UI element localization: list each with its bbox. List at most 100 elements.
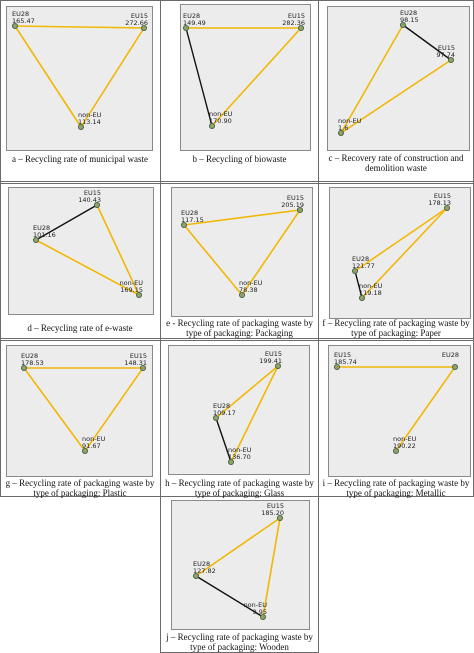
edge-eu28-non-eu (395, 366, 456, 452)
node-non-eu (228, 459, 235, 466)
node-label-eu15: EU15 (130, 352, 147, 360)
node-value-non-eu: 170.90 (209, 117, 232, 125)
node-eu15 (140, 24, 147, 31)
node-non-eu (82, 448, 89, 455)
node-value-eu15: 205.19 (281, 201, 304, 209)
edge-eu15-non-eu (262, 517, 281, 618)
node-eu15 (275, 362, 282, 369)
edge-eu15-non-eu (241, 209, 301, 296)
node-eu28 (180, 222, 187, 229)
node-value-non-eu: 119.18 (359, 289, 382, 297)
node-label-eu28: EU28 (442, 351, 459, 359)
panel-c-plot: EU28 98.15 EU15 97.74 non-EU 1.6 (327, 6, 470, 151)
node-value-eu15: 272.66 (125, 19, 148, 27)
node-value-eu28: 121.77 (352, 262, 375, 270)
panel-i: EU15 185.74 EU28 non-EU 190.22 i – Recycling… (319, 341, 473, 498)
node-eu15 (298, 24, 305, 31)
node-value-eu28: 149.49 (183, 19, 206, 27)
node-value-eu15: 185.74 (334, 358, 357, 366)
panel-e-plot: EU28 117.15 EU15 205.19 non-EU 78.38 (171, 187, 313, 317)
node-value-eu28: 178.53 (21, 359, 44, 367)
node-label-non-eu: non-EU (120, 279, 144, 287)
panel-j-caption: j – Recycling rate of packaging waste by… (166, 632, 313, 652)
node-value-eu15: 199.41 (259, 357, 282, 365)
grid-line (0, 338, 474, 339)
node-non-eu (239, 292, 246, 299)
edge-eu28-non-eu (215, 417, 232, 463)
node-eu15 (277, 514, 284, 521)
node-eu28 (213, 415, 220, 422)
edge-eu28-non-eu (340, 24, 404, 134)
node-label-eu15: EU15 (438, 44, 455, 52)
panel-b-caption: b – Recycling of biowaste (192, 154, 287, 164)
panel-a-caption: a – Recycling rate of municipal waste (12, 154, 148, 164)
edge-eu15-non-eu (211, 27, 302, 127)
edge-eu28-non-eu (195, 575, 264, 618)
panel-f-caption: f – Recycling rate of packaging waste by… (322, 318, 470, 338)
edge-eu28-eu15 (354, 207, 448, 272)
node-value-eu15: 148.31 (124, 359, 147, 367)
edge-eu28-eu15 (195, 517, 281, 577)
node-eu15 (448, 57, 455, 64)
node-label-non-eu: non-EU (244, 601, 268, 609)
edge-eu28-non-eu (183, 224, 243, 296)
node-label-eu15: EU15 (131, 12, 148, 20)
node-value-eu28: 98.15 (400, 16, 419, 24)
panel-d: EU28 101.16 EU15 140.43 non-EU 169.15 d – Rec… (0, 184, 160, 339)
panel-i-plot: EU15 185.74 EU28 non-EU 190.22 (328, 345, 471, 477)
node-label-eu28: EU28 (181, 209, 198, 217)
panel-e: EU28 117.15 EU15 205.19 non-EU 78.38 e - Recy… (161, 184, 318, 339)
node-eu15 (139, 364, 146, 371)
edge-eu15-non-eu (340, 59, 452, 134)
panel-j: EU28 127.82 EU15 185.20 non-EU 9.95 j – Recyc… (161, 497, 318, 653)
node-value-eu15: 178.13 (428, 199, 451, 207)
grid-line (160, 0, 161, 653)
node-eu28 (183, 24, 189, 31)
edge-eu28-non-eu (14, 25, 82, 128)
panel-b-plot: EU28 149.49 EU15 282.36 non-EU 170.90 (180, 4, 311, 151)
node-value-non-eu: 169.15 (120, 286, 143, 294)
node-label-non-eu: non-EU (228, 446, 252, 454)
grid-line (0, 340, 474, 341)
edge-eu15-non-eu (361, 207, 448, 299)
node-non-eu (208, 123, 215, 130)
node-eu15 (94, 201, 101, 208)
panel-c: EU28 98.15 EU15 97.74 non-EU 1.6 c – Recovery… (319, 0, 473, 182)
node-label-eu15: EU15 (265, 350, 282, 358)
grid-line (0, 181, 474, 182)
edge-eu15-non-eu (84, 367, 144, 452)
panel-g: EU28 178.53 EU15 148.31 non-EU 91.67 g – Recy… (0, 341, 160, 498)
panel-d-plot: EU28 101.16 EU15 140.43 non-EU 169.15 (8, 187, 154, 315)
node-value-non-eu: 136.70 (228, 453, 251, 461)
panel-a-plot: EU28 165.47 EU15 272.66 non-EU 113.14 (6, 6, 153, 151)
panel-g-plot: EU28 178.53 EU15 148.31 non-EU 91.67 (6, 345, 153, 477)
node-non-eu (358, 295, 365, 302)
node-value-eu28: 117.15 (181, 216, 204, 224)
node-value-non-eu: 113.14 (78, 118, 101, 126)
node-label-eu28: EU28 (183, 12, 200, 20)
panel-d-caption: d – Recycling rate of e-waste (27, 323, 133, 333)
panel-f: EU28 121.77 EU15 178.13 non-EU 119.18 f – Rec… (319, 184, 473, 339)
edge-eu15-non-eu (80, 27, 145, 128)
node-label-non-eu: non-EU (209, 110, 233, 118)
node-eu28 (452, 363, 459, 370)
node-label-eu28: EU28 (21, 352, 38, 360)
node-label-eu28: EU28 (33, 224, 50, 232)
node-label-eu15: EU15 (287, 194, 304, 202)
node-eu28 (351, 268, 358, 275)
node-value-eu15: 140.43 (78, 196, 101, 204)
node-label-eu28: EU28 (352, 255, 369, 263)
node-non-eu (136, 292, 143, 299)
edge-eu28-eu15 (183, 209, 301, 226)
node-label-eu15: EU15 (288, 12, 305, 20)
panel-h: EU28 109.17 EU15 199.41 non-EU 136.70 h – Rec… (161, 341, 318, 498)
panel-i-caption: i – Recycling rate of packaging waste by… (322, 478, 470, 498)
